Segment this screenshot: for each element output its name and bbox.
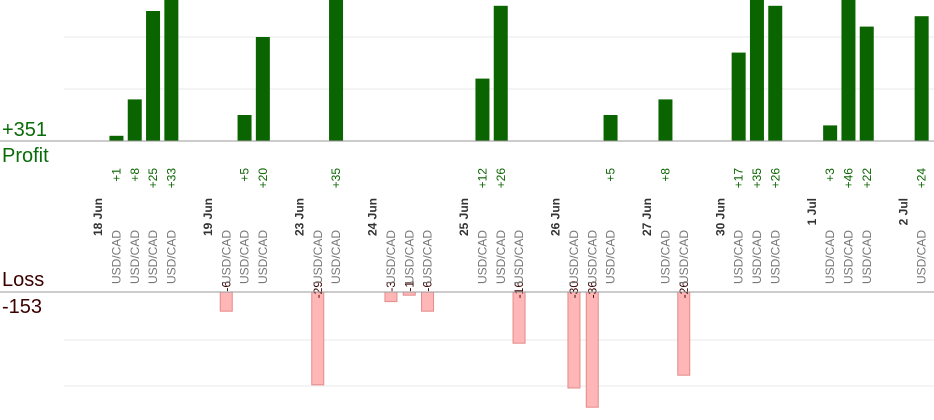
date-label: 24 Jun xyxy=(366,198,380,236)
loss-value-label: -6 xyxy=(421,281,435,292)
loss-bar xyxy=(512,291,526,344)
loss-value-label: -16 xyxy=(512,281,526,299)
profit-bar xyxy=(127,99,142,141)
profit-value-label: +46 xyxy=(841,168,855,189)
loss-bar xyxy=(567,291,581,389)
pair-label: USD/CAD xyxy=(256,230,270,284)
date-label: 2 Jul xyxy=(896,198,910,225)
profit-bar xyxy=(146,11,161,141)
profit-bar xyxy=(749,0,764,141)
profit-value-label: +5 xyxy=(604,168,618,182)
profit-value-label: +33 xyxy=(164,168,178,189)
pair-label: USD/CAD xyxy=(402,230,416,284)
profit-value-label: +1 xyxy=(109,168,123,182)
loss-bar xyxy=(677,291,691,376)
profit-value-label: +35 xyxy=(750,168,764,189)
pair-label: USD/CAD xyxy=(164,230,178,284)
loss-bar xyxy=(311,291,325,386)
pair-label: USD/CAD xyxy=(475,230,489,284)
loss-bar xyxy=(219,291,233,312)
pair-label: USD/CAD xyxy=(109,230,123,284)
profit-value-label: +24 xyxy=(915,168,929,189)
profit-value-label: +25 xyxy=(146,168,160,189)
pair-label: USD/CAD xyxy=(915,230,929,284)
pair-label: USD/CAD xyxy=(732,230,746,284)
loss-value-label: -6 xyxy=(219,281,233,292)
profit-value-label: +35 xyxy=(329,168,343,189)
profit-bar xyxy=(823,125,838,141)
date-label: 25 Jun xyxy=(457,198,471,236)
pair-label: USD/CAD xyxy=(512,230,526,284)
loss-value-label: -1 xyxy=(402,281,416,292)
pair-label: USD/CAD xyxy=(768,230,782,284)
profit-bar xyxy=(493,5,508,141)
date-label: 1 Jul xyxy=(805,198,819,225)
pair-label: USD/CAD xyxy=(585,230,599,284)
profit-bar xyxy=(768,5,783,141)
pair-label: USD/CAD xyxy=(823,230,837,284)
loss-total: -153 xyxy=(2,296,43,318)
loss-value-label: -26 xyxy=(677,281,691,299)
date-label: 27 Jun xyxy=(640,198,654,236)
pair-label: USD/CAD xyxy=(658,230,672,284)
pair-label: USD/CAD xyxy=(567,230,581,284)
loss-value-label: -36 xyxy=(585,281,599,299)
pair-label: USD/CAD xyxy=(384,230,398,284)
profit-value-label: +12 xyxy=(475,168,489,189)
profit-value-label: +22 xyxy=(860,168,874,189)
pair-label: USD/CAD xyxy=(146,230,160,284)
profit-bar xyxy=(603,115,618,141)
profit-bar xyxy=(731,52,746,141)
pair-label: USD/CAD xyxy=(329,230,343,284)
pair-label: USD/CAD xyxy=(604,230,618,284)
pair-label: USD/CAD xyxy=(238,230,252,284)
date-label: 18 Jun xyxy=(91,198,105,236)
profit-value-label: +26 xyxy=(494,168,508,189)
loss-bar xyxy=(421,291,435,312)
profit-value-label: +8 xyxy=(128,168,142,182)
loss-value-label: -30 xyxy=(567,281,581,299)
profit-value-label: +5 xyxy=(238,168,252,182)
profit-total: +351 xyxy=(2,119,48,141)
profit-value-label: +3 xyxy=(823,168,837,182)
pair-label: USD/CAD xyxy=(219,230,233,284)
date-label: 19 Jun xyxy=(201,198,215,236)
profit-bar xyxy=(841,0,856,141)
profit-bar xyxy=(329,0,344,141)
profit-value-label: +20 xyxy=(256,168,270,189)
pair-label: USD/CAD xyxy=(494,230,508,284)
profit-bar xyxy=(914,16,929,142)
date-label: 26 Jun xyxy=(549,198,563,236)
pair-label: USD/CAD xyxy=(128,230,142,284)
profit-bar xyxy=(237,115,252,141)
pair-label: USD/CAD xyxy=(677,230,691,284)
loss-value-label: -3 xyxy=(384,281,398,292)
loss-value-label: -29 xyxy=(311,281,325,299)
profit-bar xyxy=(859,26,874,142)
profit-bar xyxy=(255,37,270,141)
date-label: 30 Jun xyxy=(713,198,727,236)
profit-bar xyxy=(109,135,124,141)
pair-label: USD/CAD xyxy=(421,230,435,284)
loss-bar xyxy=(384,291,398,303)
pair-label: USD/CAD xyxy=(860,230,874,284)
profit-label: Profit xyxy=(2,145,49,167)
profit-value-label: +8 xyxy=(658,168,672,182)
loss-bar xyxy=(585,291,599,408)
profit-bar xyxy=(658,99,673,141)
profit-value-label: +26 xyxy=(768,168,782,189)
pair-label: USD/CAD xyxy=(750,230,764,284)
profit-bar xyxy=(475,78,490,141)
date-label: 23 Jun xyxy=(292,198,306,236)
profit-value-label: +17 xyxy=(732,168,746,189)
pair-label: USD/CAD xyxy=(311,230,325,284)
profit-bar xyxy=(164,0,179,142)
loss-label: Loss xyxy=(2,269,45,291)
pair-label: USD/CAD xyxy=(841,230,855,284)
